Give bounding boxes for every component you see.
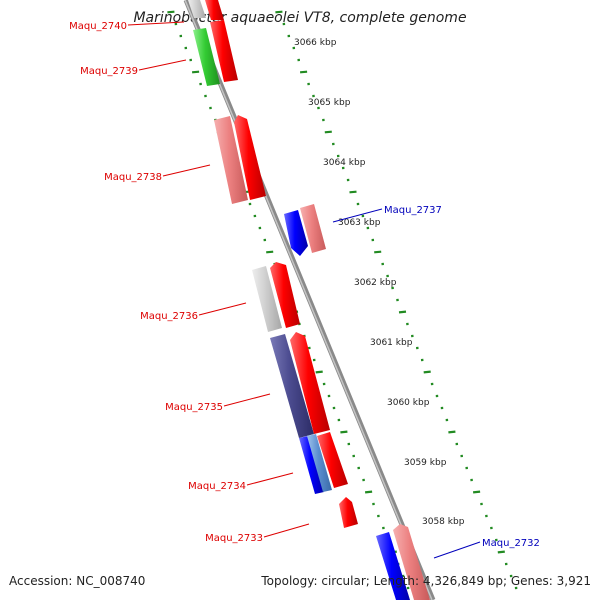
genome-backbone xyxy=(183,0,436,600)
gene-maqu-2734-arrow[interactable] xyxy=(317,432,348,488)
scale-label: 3061 kbp xyxy=(370,338,413,348)
gene-maqu-2740-block[interactable] xyxy=(188,0,206,18)
scale-tick xyxy=(423,370,431,374)
gene-maqu-2735-arrow[interactable] xyxy=(290,332,330,434)
scale-label: 3065 kbp xyxy=(308,98,351,108)
scale-label: 3058 kbp xyxy=(422,517,465,527)
scale-label: 3059 kbp xyxy=(404,458,447,468)
scale-tick xyxy=(300,70,308,74)
gene-maqu-2734-block-b[interactable] xyxy=(307,434,332,492)
gene-label-maqu-2738[interactable]: Maqu_2738 xyxy=(104,172,162,183)
gene-maqu-2737-block[interactable] xyxy=(300,204,326,253)
scale-labels: 3066 kbp 3065 kbp 3064 kbp 3063 kbp 3062… xyxy=(294,38,465,527)
gene-maqu-2737-arrow[interactable] xyxy=(284,210,308,256)
scale-tick xyxy=(374,250,382,254)
gene-maqu-2736-arrow[interactable] xyxy=(270,262,300,328)
scale-tick xyxy=(275,10,283,14)
gene-maqu-2734-block-a[interactable] xyxy=(299,436,324,494)
map-title: Marinobacter aquaeolei VT8, complete gen… xyxy=(133,10,466,26)
scale-tick xyxy=(364,490,373,494)
gene-maqu-2739-block[interactable] xyxy=(193,28,220,86)
scale-tick xyxy=(324,130,332,134)
topology-text: Topology: circular; Length: 4,326,849 bp… xyxy=(260,574,591,588)
scale-label: 3060 kbp xyxy=(387,398,430,408)
scale-tick xyxy=(472,490,481,494)
gene-label-maqu-2734[interactable]: Maqu_2734 xyxy=(188,481,246,492)
gene-label-maqu-2733[interactable]: Maqu_2733 xyxy=(205,533,263,544)
scale-tick xyxy=(266,250,274,254)
gene-maqu-2738-block[interactable] xyxy=(214,116,248,204)
scale-label: 3064 kbp xyxy=(323,158,366,168)
scale-tick xyxy=(315,370,323,374)
scale-tick xyxy=(192,70,200,74)
scale-label: 3062 kbp xyxy=(354,278,397,288)
gene-label-maqu-2737[interactable]: Maqu_2737 xyxy=(384,205,442,216)
gene-label-maqu-2739[interactable]: Maqu_2739 xyxy=(80,66,138,77)
gene-maqu-2739-arrow[interactable] xyxy=(210,20,238,82)
gene-maqu-2738-arrow[interactable] xyxy=(234,115,266,200)
gene-maqu-2733-arrow[interactable] xyxy=(339,497,358,528)
gene-maqu-2732-block[interactable] xyxy=(376,532,410,600)
gene-labels: Maqu_2740 Maqu_2739 Maqu_2738 Maqu_2737 … xyxy=(69,21,540,559)
gene-label-maqu-2736[interactable]: Maqu_2736 xyxy=(140,311,198,322)
gene-maqu-2732-arrow[interactable] xyxy=(393,524,430,600)
scale-tick xyxy=(448,430,456,434)
scale-tick xyxy=(398,310,407,314)
accession-text: Accession: NC_008740 xyxy=(9,574,145,588)
scale-tick xyxy=(349,190,357,194)
scale-label: 3063 kbp xyxy=(338,218,381,228)
scale-tick xyxy=(497,550,505,554)
gene-maqu-2736-block[interactable] xyxy=(252,266,282,332)
scale-tick xyxy=(167,10,175,14)
gene-features xyxy=(188,0,430,600)
scale-tick xyxy=(340,430,348,434)
gene-label-maqu-2740[interactable]: Maqu_2740 xyxy=(69,21,127,32)
gene-label-maqu-2735[interactable]: Maqu_2735 xyxy=(165,402,223,413)
scale-label: 3066 kbp xyxy=(294,38,337,48)
gene-maqu-2735-block[interactable] xyxy=(270,334,314,438)
gene-label-maqu-2732[interactable]: Maqu_2732 xyxy=(482,538,540,549)
gene-maqu-2740-arrow[interactable] xyxy=(205,0,224,20)
